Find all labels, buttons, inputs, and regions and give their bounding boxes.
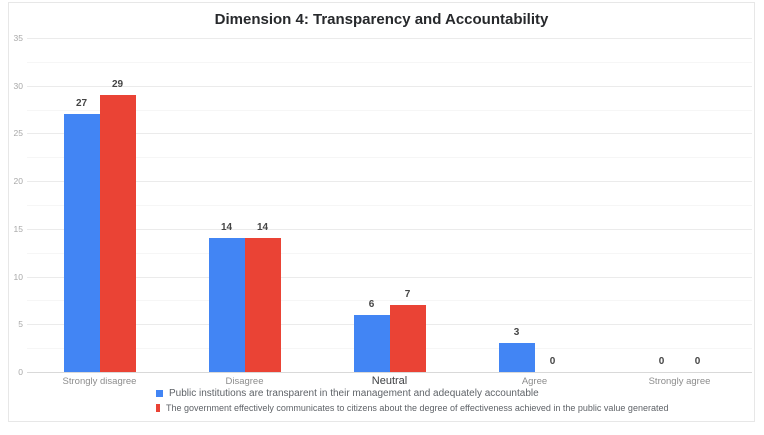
value-label: 3 bbox=[513, 327, 520, 339]
value-label: 0 bbox=[694, 356, 701, 367]
chart-container: Dimension 4: Transparency and Accountabi… bbox=[8, 2, 755, 422]
bar bbox=[208, 238, 245, 372]
gridline bbox=[27, 133, 752, 135]
x-axis-label: Neutral bbox=[371, 375, 408, 387]
bar bbox=[389, 305, 426, 372]
bar bbox=[63, 114, 100, 372]
value-label: 14 bbox=[220, 222, 233, 234]
x-axis-label: Disagree bbox=[225, 376, 264, 387]
gridline bbox=[27, 85, 752, 87]
gridline bbox=[27, 276, 752, 278]
x-axis-label: Strongly disagree bbox=[62, 376, 137, 387]
legend-swatch-blue-icon bbox=[156, 390, 163, 397]
plot-area: 27 29 14 14 6 7 3 0 0 0 bbox=[27, 38, 752, 373]
gridline bbox=[27, 181, 752, 183]
value-label: 14 bbox=[256, 222, 269, 234]
gridline bbox=[27, 205, 752, 206]
y-tick-label: 0 bbox=[18, 367, 23, 377]
x-axis-label: Strongly agree bbox=[648, 376, 711, 387]
y-tick-label: 30 bbox=[13, 80, 23, 91]
gridline bbox=[27, 61, 752, 63]
y-tick-label: 10 bbox=[13, 271, 23, 282]
gridline bbox=[27, 157, 752, 159]
value-label: 6 bbox=[368, 298, 375, 310]
chart-title: Dimension 4: Transparency and Accountabi… bbox=[214, 11, 549, 28]
gridline bbox=[27, 38, 752, 39]
y-tick-label: 35 bbox=[13, 33, 23, 43]
y-tick-label: 20 bbox=[13, 176, 23, 187]
value-label: 0 bbox=[549, 356, 556, 367]
legend-label-series2: The government effectively communicates … bbox=[166, 403, 669, 413]
gridline bbox=[27, 252, 752, 254]
bar bbox=[353, 314, 390, 372]
legend-item-series1: Public institutions are transparent in t… bbox=[156, 388, 668, 399]
x-axis: Strongly disagree Disagree Neutral Agree Str… bbox=[27, 374, 752, 390]
legend: Public institutions are transparent in t… bbox=[156, 388, 668, 417]
gridline bbox=[27, 300, 752, 302]
bar bbox=[244, 238, 281, 372]
legend-swatch-red-icon bbox=[156, 404, 160, 412]
gridline bbox=[27, 109, 752, 111]
y-tick-label: 5 bbox=[18, 319, 23, 330]
y-tick-label: 25 bbox=[13, 128, 23, 139]
value-label: 27 bbox=[75, 98, 88, 110]
bar bbox=[498, 343, 535, 372]
x-axis-label: Agree bbox=[521, 376, 548, 387]
legend-item-series2: The government effectively communicates … bbox=[156, 403, 668, 413]
value-label: 7 bbox=[404, 289, 411, 301]
bar bbox=[99, 95, 136, 372]
y-tick-label: 15 bbox=[13, 223, 23, 234]
y-axis: 0 5 10 15 20 25 30 35 bbox=[9, 34, 24, 377]
value-label: 0 bbox=[658, 356, 665, 367]
value-label: 29 bbox=[111, 79, 124, 91]
gridline bbox=[27, 228, 752, 230]
legend-label-series1: Public institutions are transparent in t… bbox=[169, 388, 539, 399]
